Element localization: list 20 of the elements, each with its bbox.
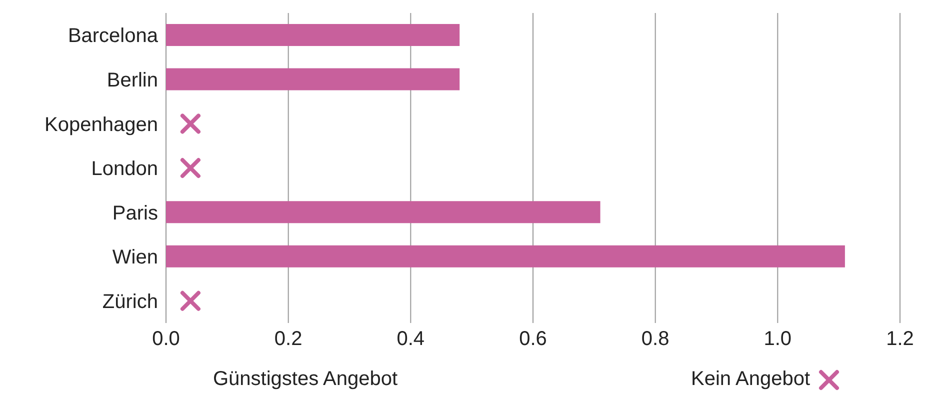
bar [166,24,460,46]
bar [166,245,845,268]
x-tick-label: 0.0 [152,328,180,350]
bar [166,201,600,224]
x-axis-title: Günstigstes Angebot [213,368,398,391]
y-tick-label: Kopenhagen [44,114,158,136]
x-tick-label: 1.2 [886,328,914,350]
y-tick-label: Barcelona [68,25,159,48]
x-tick-label: 0.8 [641,328,670,350]
x-tick-label: 0.4 [396,328,425,350]
x-tick-label: 1.0 [764,328,792,350]
y-tick-label: Paris [112,202,158,224]
y-tick-label: Zürich [102,290,158,313]
y-tick-label: London [91,158,158,180]
bar [166,68,460,90]
x-tick-label: 0.6 [519,328,547,350]
y-tick-label: Berlin [106,70,158,92]
legend-label: Kein Angebot [691,368,811,391]
x-tick-label: 0.2 [274,328,302,350]
y-tick-label: Wien [112,246,158,269]
